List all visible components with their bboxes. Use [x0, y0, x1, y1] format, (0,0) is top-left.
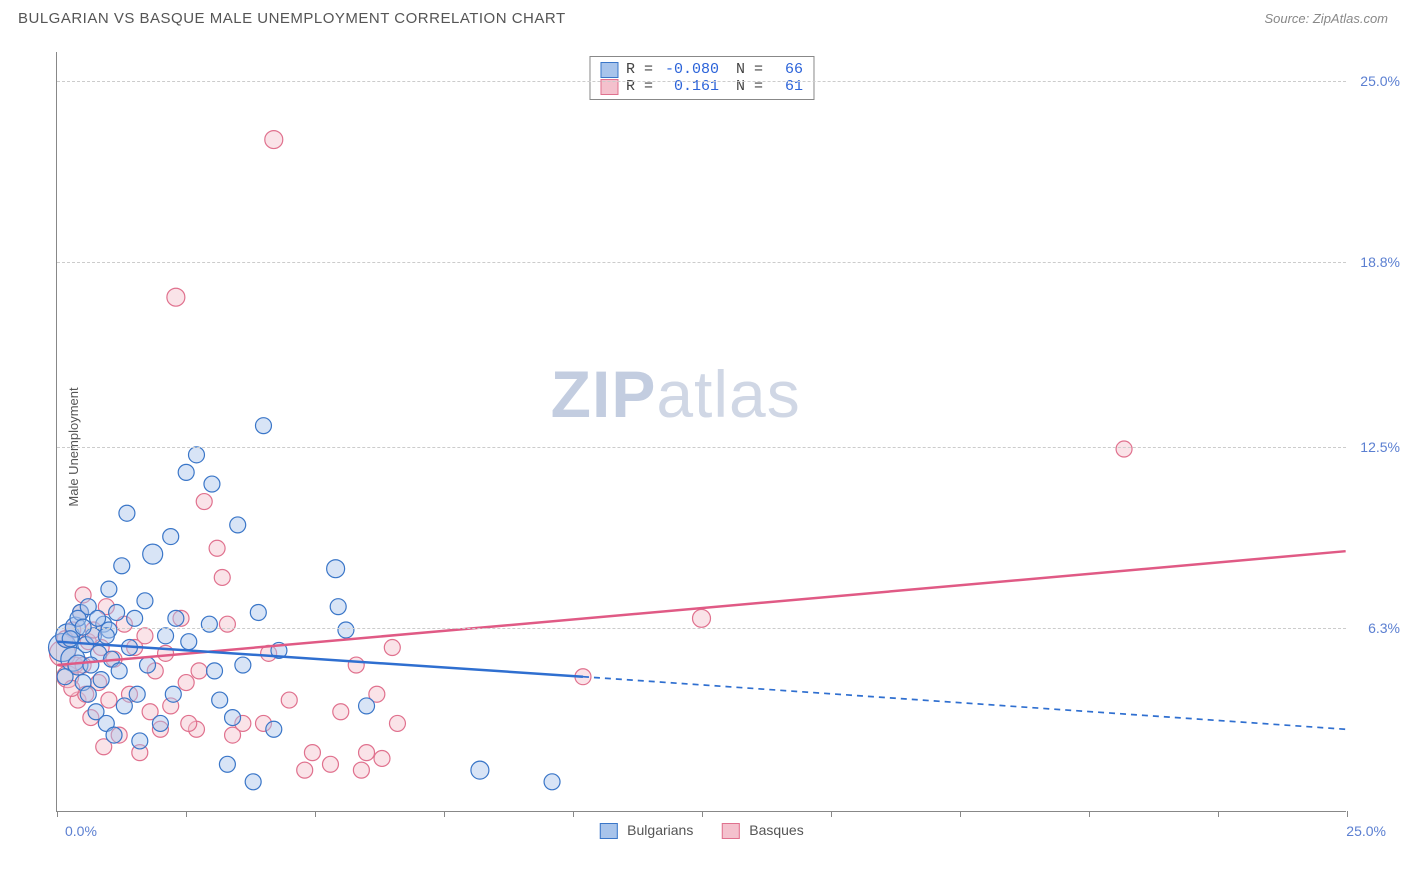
legend-item-bulgarians: Bulgarians [599, 822, 693, 839]
y-tick-label: 25.0% [1360, 73, 1400, 89]
x-tick [702, 811, 703, 817]
gridline [57, 447, 1346, 448]
trend-lines [57, 52, 1346, 811]
y-tick-label: 12.5% [1360, 439, 1400, 455]
x-tick [573, 811, 574, 817]
x-tick [444, 811, 445, 817]
x-tick [1218, 811, 1219, 817]
source-text: Source: ZipAtlas.com [1264, 11, 1388, 26]
legend-swatch-blue-icon [599, 823, 617, 839]
x-tick [1347, 811, 1348, 817]
x-tick [315, 811, 316, 817]
bottom-legend: Bulgarians Basques [599, 822, 803, 839]
y-tick-label: 6.3% [1368, 620, 1400, 636]
x-tick [960, 811, 961, 817]
gridline [57, 262, 1346, 263]
legend-swatch-pink-icon [721, 823, 739, 839]
plot-region: ZIPatlas R =-0.080 N =66 R =0.161 N =61 … [56, 52, 1346, 812]
gridline [57, 628, 1346, 629]
x-tick [57, 811, 58, 817]
x-tick [831, 811, 832, 817]
x-tick [1089, 811, 1090, 817]
x-axis-max-label: 25.0% [1346, 823, 1386, 839]
chart-area: Male Unemployment ZIPatlas R =-0.080 N =… [48, 52, 1388, 842]
gridline [57, 81, 1346, 82]
x-tick [186, 811, 187, 817]
chart-title: BULGARIAN VS BASQUE MALE UNEMPLOYMENT CO… [18, 10, 566, 27]
x-axis-min-label: 0.0% [65, 823, 97, 839]
legend-item-basques: Basques [721, 822, 803, 839]
y-tick-label: 18.8% [1360, 254, 1400, 270]
